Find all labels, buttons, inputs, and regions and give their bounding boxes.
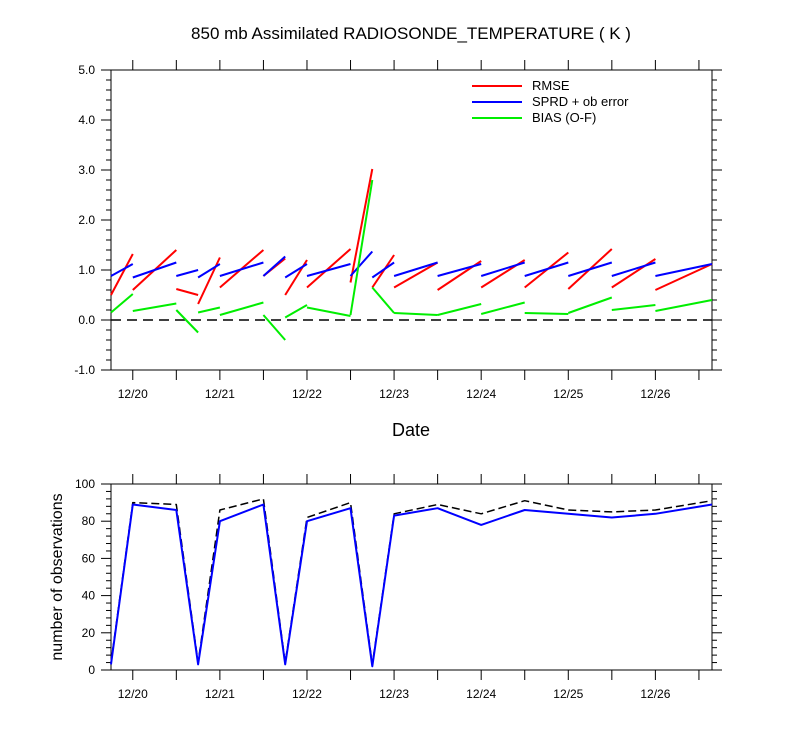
top-y-tick-label: 1.0 [78,263,95,277]
series-segment [176,288,199,296]
series-segment [349,168,374,283]
series-segment [524,312,569,315]
bottom-panel: 0 20 40 60 80 100 12/20 12/21 12/22 12/23 12/24 12/… [75,474,722,701]
series-segment [176,269,199,277]
top-y-tick-label: 0.0 [78,313,95,327]
series-segment [110,253,134,296]
top-y-tick-label: 5.0 [78,63,95,77]
top-x-tick-label: 12/26 [640,387,670,401]
series-segment [567,296,613,314]
series-segment [262,314,286,341]
bottom-y-tick-label: 100 [75,477,95,491]
top-x-tick-label: 12/24 [466,387,496,401]
bottom-y-tick-label: 20 [82,626,96,640]
bottom-x-tick-label: 12/25 [553,687,583,701]
series-segment [219,261,264,277]
bottom-y-tick-label: 80 [82,514,96,528]
series-segment [197,257,221,305]
top-plot-frame [110,69,713,371]
legend-label: RMSE [532,78,570,93]
series-segment [611,261,656,277]
series-segment [262,255,286,277]
series-segment [175,309,199,334]
series-segment [349,179,374,316]
series-segment [349,250,374,277]
bottom-y-tick-label: 60 [82,551,96,565]
top-x-tick-label: 12/21 [205,387,235,401]
top-x-tick-label: 12/22 [292,387,322,401]
top-x-tick-label: 12/20 [118,387,148,401]
bottom-y-axis-label: number of observations [49,493,66,660]
top-y-tick-label: 4.0 [78,113,95,127]
bottom-plot-frame [110,483,713,671]
series-segment [568,261,613,277]
chart-title: 850 mb Assimilated RADIOSONDE_TEMPERATUR… [191,24,631,43]
x-axis-label: Date [392,420,430,440]
top-y-tick-label: 3.0 [78,163,95,177]
bottom-x-tick-label: 12/24 [466,687,496,701]
series-segment [371,261,395,279]
top-y-tick-label: 2.0 [78,213,95,227]
bottom-x-tick-label: 12/22 [292,687,322,701]
series-segment [655,263,713,277]
bottom-y-tick-label: 40 [82,589,96,603]
series-segment [524,261,569,277]
series-segment [132,261,177,279]
obs-used-line [110,503,713,668]
series-segment [611,304,656,311]
series-segment [284,304,308,319]
series-segment [480,301,525,315]
series-segment [371,254,395,289]
bottom-x-tick-label: 12/23 [379,687,409,701]
series-segment [654,263,713,291]
bottom-y-tick-label: 0 [88,663,95,677]
legend-label: SPRD + ob error [532,94,629,109]
series-segment [306,248,352,289]
series-segment [480,261,525,277]
series-segment [371,286,395,314]
top-series-1 [110,250,713,279]
series-segment [437,263,482,277]
series-segment [110,263,134,277]
series-segment [306,263,351,277]
series-segment [197,263,221,279]
series-segment [393,261,438,277]
series-segment [284,263,308,279]
legend-label: BIAS (O-F) [532,110,596,125]
bottom-x-tick-label: 12/20 [118,687,148,701]
series-segment [110,293,134,314]
bottom-x-tick-label: 12/21 [205,687,235,701]
top-series-2 [110,179,713,341]
top-x-tick-label: 12/23 [379,387,409,401]
series-segment [393,261,439,289]
series-segment [132,302,177,312]
series-segment [437,303,482,316]
series-segment [655,299,713,312]
series-segment [219,301,264,316]
top-panel: -1.0 0.0 1.0 2.0 3.0 4.0 5.0 12/20 12/21 12/22 12/… [74,60,722,401]
top-x-tick-label: 12/25 [553,387,583,401]
series-segment [306,306,351,317]
top-series-0 [110,168,713,305]
series-segment [197,306,221,314]
bottom-x-tick-label: 12/26 [640,687,670,701]
top-y-tick-label: -1.0 [74,363,95,377]
series-segment [394,312,438,316]
